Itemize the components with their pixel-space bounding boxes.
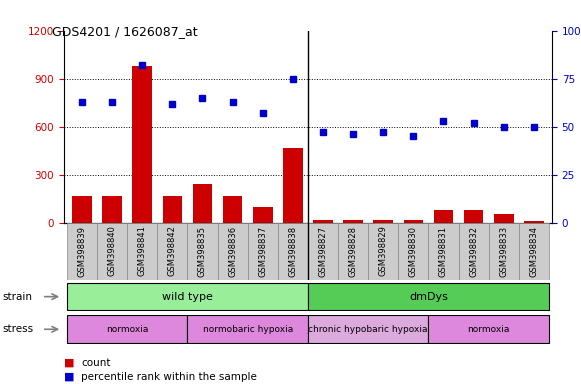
Text: normobaric hypoxia: normobaric hypoxia	[203, 325, 293, 334]
Bar	[343, 220, 363, 223]
Bar	[338, 223, 368, 280]
Bar	[283, 147, 303, 223]
Bar	[374, 220, 393, 223]
Bar	[399, 223, 428, 280]
Bar	[519, 223, 549, 280]
Bar	[308, 223, 338, 280]
Bar	[223, 195, 242, 223]
Bar	[489, 223, 519, 280]
Bar	[494, 214, 514, 223]
Text: normoxia: normoxia	[468, 325, 510, 334]
Bar	[67, 283, 308, 310]
Text: GSM398838: GSM398838	[288, 225, 297, 277]
Text: chronic hypobaric hypoxia: chronic hypobaric hypoxia	[309, 325, 428, 334]
Bar	[193, 184, 212, 223]
Bar	[368, 223, 399, 280]
Bar	[102, 195, 122, 223]
Text: GSM398833: GSM398833	[499, 225, 508, 277]
Text: GSM398832: GSM398832	[469, 225, 478, 276]
Bar	[67, 316, 188, 343]
Text: ■: ■	[64, 372, 74, 382]
Text: GSM398842: GSM398842	[168, 225, 177, 276]
Bar	[433, 210, 453, 223]
Bar	[308, 316, 428, 343]
Bar	[404, 220, 423, 223]
Bar	[163, 196, 182, 223]
Text: GSM398827: GSM398827	[318, 225, 328, 276]
Text: GSM398836: GSM398836	[228, 225, 237, 277]
Text: GSM398830: GSM398830	[409, 225, 418, 276]
Bar	[67, 223, 97, 280]
Bar	[278, 223, 308, 280]
Bar	[253, 207, 272, 223]
Bar	[127, 223, 157, 280]
Bar	[428, 223, 458, 280]
Text: GSM398831: GSM398831	[439, 225, 448, 276]
Bar	[132, 66, 152, 223]
Bar	[308, 283, 549, 310]
Text: GSM398829: GSM398829	[379, 225, 388, 276]
Bar	[188, 316, 308, 343]
Text: percentile rank within the sample: percentile rank within the sample	[81, 372, 257, 382]
Bar	[97, 223, 127, 280]
Text: strain: strain	[3, 291, 33, 302]
Bar	[217, 223, 248, 280]
Text: count: count	[81, 358, 111, 368]
Text: wild type: wild type	[162, 291, 213, 302]
Text: normoxia: normoxia	[106, 325, 148, 334]
Text: GSM398828: GSM398828	[349, 225, 358, 276]
Text: GSM398835: GSM398835	[198, 225, 207, 276]
Text: GSM398837: GSM398837	[258, 225, 267, 277]
Bar	[157, 223, 188, 280]
Text: ■: ■	[64, 358, 74, 368]
Bar	[524, 221, 544, 223]
Bar	[464, 210, 483, 223]
Bar	[428, 316, 549, 343]
Bar	[188, 223, 217, 280]
Text: dmDys: dmDys	[409, 291, 448, 302]
Text: GSM398839: GSM398839	[77, 225, 87, 276]
Text: GDS4201 / 1626087_at: GDS4201 / 1626087_at	[52, 25, 198, 38]
Text: GSM398841: GSM398841	[138, 225, 147, 276]
Bar	[72, 196, 92, 223]
Text: GSM398840: GSM398840	[107, 225, 117, 276]
Bar	[313, 220, 333, 223]
Text: GSM398834: GSM398834	[529, 225, 539, 276]
Bar	[248, 223, 278, 280]
Bar	[458, 223, 489, 280]
Text: stress: stress	[3, 324, 34, 334]
